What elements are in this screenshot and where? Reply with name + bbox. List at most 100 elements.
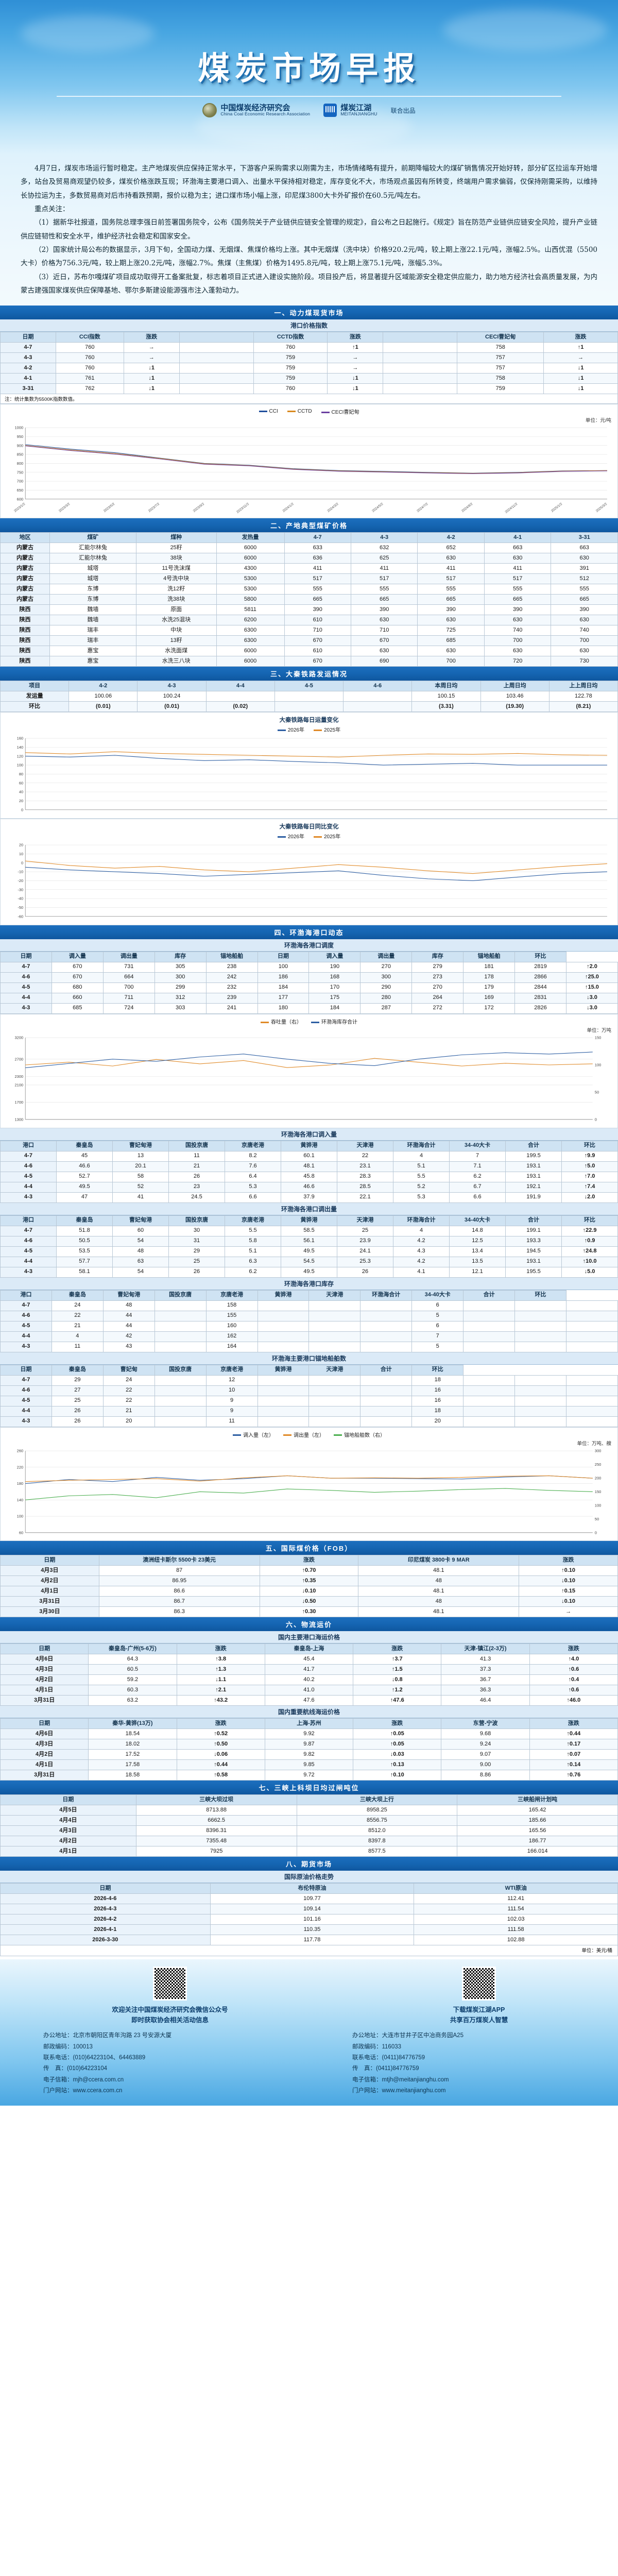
table-cell: 60.1 (281, 1150, 337, 1162)
section-5-title: 五、国际煤价格（FOB） (0, 1541, 618, 1555)
table-cell: 5.3 (225, 1181, 281, 1193)
column-header: 东营-宁波 (441, 1718, 530, 1730)
table-cell: 4.1 (393, 1266, 450, 1278)
table-cell: 16 (411, 1385, 464, 1396)
column-header (383, 332, 458, 343)
ccera-emblem-icon (202, 103, 217, 117)
plot-port-index: 600 650 700 750 800 850 900 950 1000 2023/1/2 2023… (13, 426, 608, 514)
plot-bohai-stock: 1300 1700 2100 2300 2700 3200 0 50 100 150 (14, 1035, 601, 1122)
table-cell: 190 (308, 961, 361, 973)
table-cell (514, 1300, 566, 1311)
table-cell: 630 (417, 646, 485, 657)
table-cell: 60 (112, 1225, 169, 1236)
footer-left-website[interactable]: 门户网站：www.ccera.com.cn (43, 2087, 123, 2094)
table-cell: ↓1 (123, 363, 180, 374)
table-cell: 86.6 (98, 1586, 260, 1597)
table-cell: 740 (551, 625, 618, 636)
table-cell: 4月1日 (0, 1759, 89, 1771)
table-cell: 5 (411, 1310, 464, 1321)
column-header: 日期 (0, 951, 52, 962)
ccera-wechat-qr-icon[interactable] (153, 1967, 187, 2001)
table-cell: 4月1日 (0, 1685, 89, 1696)
table-cell: 9.87 (264, 1739, 354, 1750)
column-header: 天津港 (337, 1140, 393, 1151)
table-cell: 28.5 (337, 1181, 393, 1193)
meitanjianghu-emblem-icon (323, 104, 337, 117)
table-cell: 4-4 (0, 1405, 52, 1417)
table-cell: 4.2 (393, 1235, 450, 1247)
table-cell: 9.82 (264, 1749, 354, 1760)
table-cell (360, 1310, 413, 1321)
table-header-row: 日期 秦华-黄骅(13万) 涨跌 上海-苏州 涨跌 东营-宁波 涨跌 (0, 1718, 618, 1730)
footer-left-email[interactable]: 电子信箱：mjh@ccera.com.cn (43, 2076, 124, 2083)
table-cell: 760 (55, 342, 124, 353)
svg-text:-40: -40 (18, 896, 23, 901)
table-cell: 2026-4-1 (0, 1924, 211, 1936)
table-row: 4-7 45 13 11 8.2 60.1 22 4 7 199.5 ↑9.9 (0, 1150, 618, 1162)
footer-right-website[interactable]: 门户网站：www.meitanjianghu.com (352, 2087, 446, 2094)
table-cell: 4.3 (393, 1246, 450, 1257)
table-row: 4-2 760 ↓1 759 → 757 ↓1 (0, 363, 618, 374)
table-cell: 24.1 (337, 1246, 393, 1257)
table-cell: 670 (51, 961, 104, 973)
table-cell: 111.58 (414, 1924, 618, 1936)
column-header: 日期 (0, 1883, 211, 1894)
table-cell: 8396.31 (135, 1825, 297, 1837)
table-cell: ↓1 (327, 373, 384, 384)
column-header: 环比 (561, 1215, 618, 1226)
svg-text:220: 220 (17, 1465, 24, 1469)
table-row: 4-1 761 ↓1 759 ↓1 758 ↓1 (0, 373, 618, 384)
table-cell: 内蒙古 (0, 553, 50, 564)
report-footer: 欢迎关注中国煤炭经济研究会微信公众号 即时获取协会相关活动信息 办公地址：北京市… (0, 1959, 618, 2106)
table-cell: ↑0.6 (529, 1664, 618, 1675)
table-cell: 170 (308, 982, 361, 993)
table-cell: 6000 (216, 656, 285, 667)
svg-text:2024/1/2: 2024/1/2 (282, 502, 295, 513)
chart-bohai-stock: 吞吐量（右） 环渤海库存合计 单位：万吨 1300 1700 2100 2300 2700… (0, 1013, 618, 1128)
table-cell: ↓2.0 (561, 1192, 618, 1203)
table-cell (360, 1375, 413, 1386)
table-cell: 632 (350, 543, 418, 554)
svg-text:160: 160 (17, 736, 24, 741)
column-header: 秦皇岛-上海 (264, 1643, 354, 1655)
column-header: 4-2 (417, 532, 485, 544)
table-cell: 112.41 (414, 1893, 618, 1905)
table-cell: 47 (56, 1192, 113, 1203)
section-2-title: 二、产地典型煤矿价格 (0, 518, 618, 533)
table-row: 4-4 660 711 312 239 177 175 280 264 169 2831 ↓3.0 (0, 992, 618, 1004)
table-cell: 5300 (216, 573, 285, 585)
table-cell: 102.03 (414, 1914, 618, 1925)
column-header: CECI曹妃甸 (457, 332, 544, 343)
footer-right-tel: 联系电话：(0411)84776759 (352, 2055, 425, 2061)
column-header: 京唐老港 (225, 1140, 281, 1151)
table-cell (154, 1385, 207, 1396)
table-cell: 6.7 (449, 1181, 506, 1193)
table-cell: 21 (168, 1161, 225, 1172)
chart-daqin-daily: 大秦铁路每日运量变化 2026年 2025年 0 20 40 60 80 100 120 140… (0, 712, 618, 819)
table-cell: 103.46 (480, 691, 550, 702)
table-cell: 汇能尔林兔 (49, 543, 136, 554)
table-cell: 660 (51, 992, 104, 1004)
table-cell: 6000 (216, 543, 285, 554)
legend-entry: 2026年 (277, 725, 304, 733)
column-header: 涨跌 (543, 332, 618, 343)
table-row: 3-31 762 ↓1 760 ↓1 759 ↓1 (0, 383, 618, 395)
footer-right-email[interactable]: 电子信箱：mtjh@meitanjianghu.com (352, 2076, 449, 2083)
publisher-logos: 中国煤炭经济研究会 China Coal Economic Research A… (0, 103, 618, 117)
table-row: 4-3 26 20 11 20 (0, 1416, 618, 1427)
table-cell: 4-6 (0, 1385, 52, 1396)
svg-text:2700: 2700 (14, 1057, 23, 1061)
meitanjianghu-app-qr-icon[interactable] (462, 1967, 496, 2001)
table-cell: 23.1 (337, 1161, 393, 1172)
table-cell: 31 (168, 1235, 225, 1247)
table-cell: 5.3 (393, 1192, 450, 1203)
column-header: 黄骅港 (257, 1364, 310, 1376)
svg-text:10: 10 (19, 852, 23, 856)
svg-text:-20: -20 (18, 878, 23, 883)
table-cell: 42 (102, 1331, 155, 1342)
table-row: 内蒙古 东博 洗38块 5800 665 665 665 665 665 (0, 594, 618, 605)
intro-paragraph-2: （1）据新华社报道，国务院总理李强日前签署国务院令，公布《国务院关于产业链供应链… (21, 218, 597, 241)
table-cell: 41.3 (441, 1654, 530, 1665)
table-cell: 4号洗中块 (135, 573, 217, 585)
table-cell: 17.58 (88, 1759, 177, 1771)
